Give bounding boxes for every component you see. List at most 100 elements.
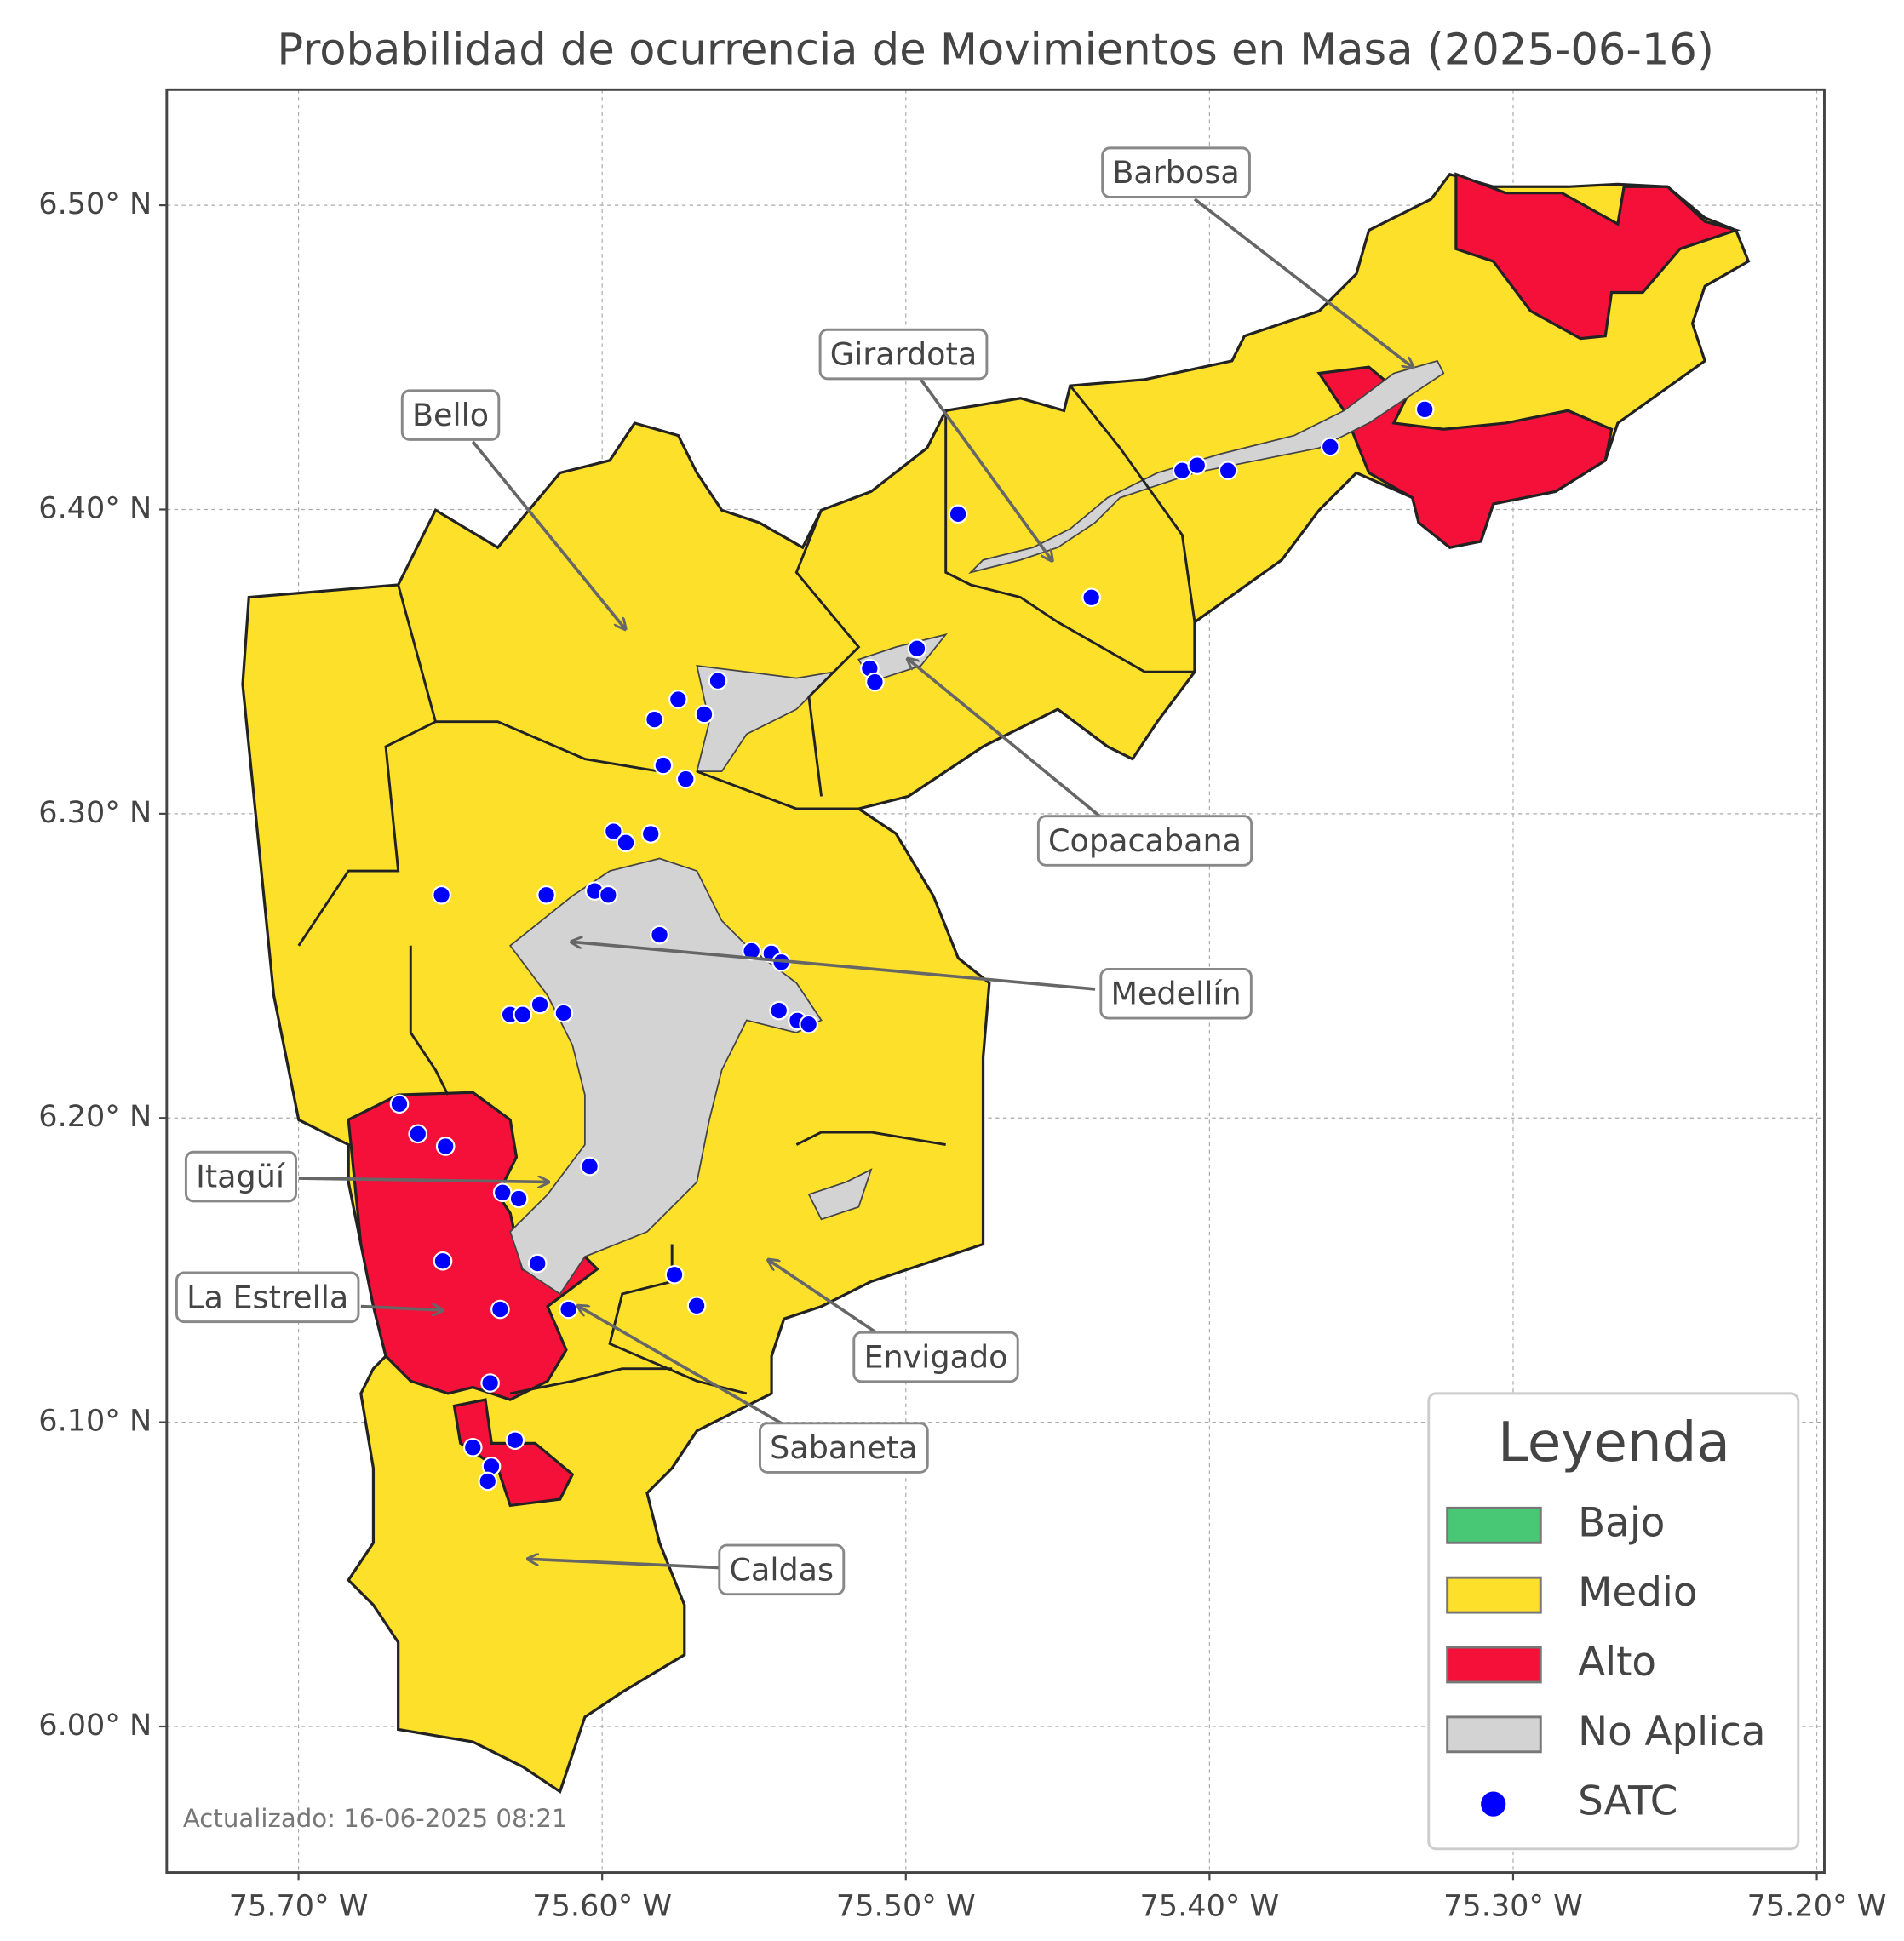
satc-point <box>907 638 927 659</box>
satc-point <box>694 704 714 724</box>
satc-point <box>675 769 696 789</box>
satc-point <box>432 885 451 905</box>
satc-point <box>505 1430 525 1451</box>
satc-point <box>433 1251 453 1271</box>
satc-point <box>513 1005 533 1025</box>
legend-label: No Aplica <box>1578 1709 1765 1755</box>
map-title: Probabilidad de ocurrencia de Movimiento… <box>277 25 1714 75</box>
satc-point <box>616 833 636 853</box>
annotation-arrow <box>572 942 1096 991</box>
x-tick-label: 75.30° W <box>1443 1888 1583 1923</box>
legend-items: Bajo Medio Alto No Aplica SATC <box>1446 1500 1766 1825</box>
satc-point <box>490 1299 510 1320</box>
legend-label: Medio <box>1578 1570 1697 1616</box>
legend-label: Alto <box>1578 1640 1656 1686</box>
annotation-box <box>175 1271 360 1324</box>
plot-frame <box>165 88 1826 1875</box>
annotation-box <box>184 1150 298 1203</box>
satc-point <box>598 885 618 905</box>
satc-point <box>478 1471 498 1492</box>
y-tick-label: 6.20° N <box>38 1099 152 1134</box>
legend-label: Bajo <box>1578 1500 1665 1546</box>
annotation-arrow <box>579 1307 791 1430</box>
region-no-aplica <box>968 359 1445 574</box>
satc-point <box>799 1014 818 1034</box>
y-tick-label: 6.50° N <box>38 186 152 221</box>
annotation-box <box>1099 967 1253 1020</box>
y-tick-label: 6.40° N <box>38 490 152 525</box>
satc-point <box>527 1253 548 1274</box>
legend-title: Leyenda <box>1498 1411 1730 1474</box>
regions <box>241 172 1751 1795</box>
annotation-label: Girardota <box>830 336 977 373</box>
satc-point <box>664 1264 685 1285</box>
region-no-aplica <box>696 664 836 773</box>
satc-point <box>530 994 550 1015</box>
satc-point <box>640 824 661 844</box>
satc-point <box>408 1124 428 1144</box>
satc-points <box>389 399 1435 1492</box>
satc-point <box>686 1296 707 1316</box>
annotation-box <box>1101 146 1251 198</box>
satc-point <box>492 1182 513 1203</box>
annotation-label: Itagüí <box>196 1159 286 1195</box>
annotation-label: Barbosa <box>1112 154 1239 191</box>
x-tick-label: 75.70° W <box>229 1888 369 1923</box>
annotation-label: Bello <box>412 397 489 433</box>
x-tick-label: 75.50° W <box>836 1888 976 1923</box>
region-no-aplica <box>807 1168 873 1221</box>
satc-point <box>645 709 664 730</box>
satc-point <box>668 690 688 709</box>
satc-point <box>389 1094 410 1114</box>
satc-point <box>708 671 728 691</box>
satc-point <box>1414 399 1435 420</box>
footer-note: Actualizado: 16-06-2025 08:21 <box>183 1804 568 1833</box>
satc-point <box>1320 437 1340 457</box>
annotation-arrow <box>360 1307 442 1310</box>
legend-swatch <box>1446 1646 1542 1684</box>
satc-point <box>1218 461 1238 481</box>
annotation-arrow <box>471 440 624 628</box>
annotation-arrow <box>769 1261 885 1339</box>
annotation-arrow <box>529 1559 720 1570</box>
region-alto <box>1316 365 1614 549</box>
annotation-box <box>400 389 501 441</box>
annotation-box <box>718 1543 846 1596</box>
satc-point <box>1187 455 1207 475</box>
annotation-box <box>852 1331 1019 1383</box>
satc-point <box>865 672 885 692</box>
municipal-border <box>297 385 1196 1395</box>
annotation-box <box>758 1422 929 1474</box>
satc-point <box>462 1437 483 1457</box>
satc-point <box>536 885 556 905</box>
satc-point <box>650 925 669 945</box>
y-tick-label: 6.00° N <box>38 1708 152 1743</box>
annotation-label: La Estrella <box>186 1279 348 1315</box>
x-tick-label: 75.20° W <box>1747 1888 1887 1923</box>
annotation-label: Copacabana <box>1048 822 1242 859</box>
annotation-label: Envigado <box>863 1338 1007 1375</box>
satc-point <box>1081 587 1101 608</box>
legend: Leyenda Bajo Medio Alto No Aplica SATC <box>1427 1392 1800 1851</box>
region-no-aplica <box>508 857 823 1296</box>
legend-marker <box>1481 1791 1506 1817</box>
x-tick-label: 75.40° W <box>1140 1888 1280 1923</box>
annotation-arrow <box>298 1178 548 1182</box>
legend-label: SATC <box>1578 1779 1677 1825</box>
region-medio <box>241 172 1751 1795</box>
legend-swatch <box>1446 1506 1542 1544</box>
legend-swatch <box>1446 1576 1542 1614</box>
satc-point <box>435 1137 456 1156</box>
legend-swatch <box>1446 1715 1542 1754</box>
satc-point <box>508 1188 529 1209</box>
annotation-arrow <box>909 660 1103 819</box>
satc-point <box>559 1299 578 1320</box>
satc-point <box>742 941 761 961</box>
satc-point <box>604 822 623 841</box>
satc-point <box>553 1003 574 1023</box>
annotation-label: Caldas <box>729 1551 834 1588</box>
annotation-arrow <box>919 378 1051 560</box>
annotation-arrow <box>1193 198 1413 367</box>
region-alto <box>452 1398 575 1508</box>
